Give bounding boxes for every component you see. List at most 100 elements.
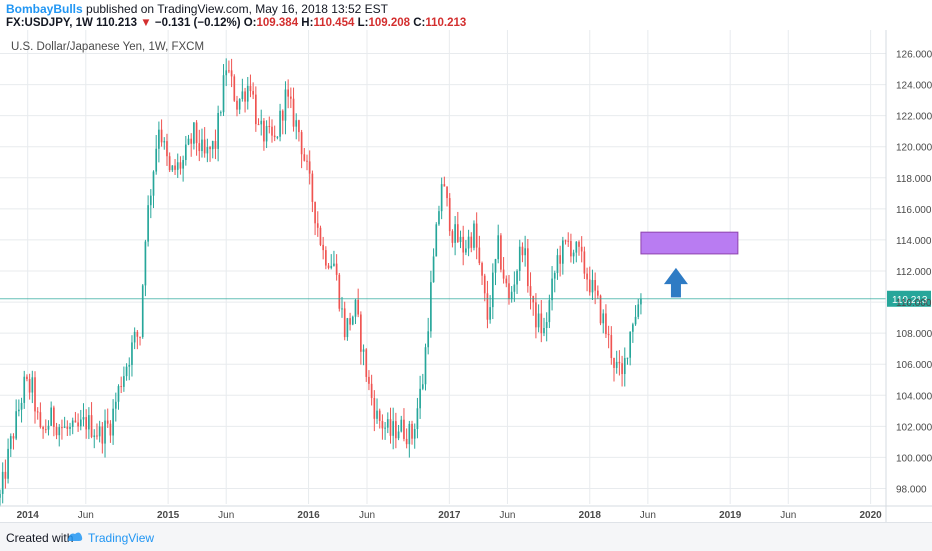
candle-body [233, 76, 236, 101]
candle-body [104, 420, 106, 444]
candle-body [421, 384, 424, 389]
overlay-layer: 110.213 [0, 231, 931, 307]
up-arrow-icon [663, 267, 688, 298]
candle-body [365, 349, 368, 377]
candle-body [427, 331, 430, 348]
candle-body [206, 147, 209, 154]
candle-body [497, 235, 500, 260]
candle-body [403, 419, 405, 439]
y-tick-label: 126.000 [896, 50, 932, 61]
candle-body [222, 75, 225, 113]
y-tick-label: 104.000 [896, 391, 932, 402]
candle-body [303, 154, 306, 161]
x-tick-label: Jun [499, 510, 515, 521]
candle-body [351, 316, 354, 325]
candle-body [219, 112, 222, 114]
candle-body [349, 318, 351, 325]
candle-body [438, 211, 440, 225]
candle-body [543, 327, 545, 334]
candle-body [98, 426, 101, 437]
candle-body [467, 236, 470, 249]
x-tick-label: Jun [78, 510, 94, 521]
candle-body [31, 377, 34, 393]
chart-background [0, 30, 932, 522]
candle-body [128, 364, 131, 367]
candle-body [101, 426, 104, 444]
y-tick-label: 118.000 [896, 174, 932, 185]
y-tick-label: 106.000 [896, 360, 932, 371]
candle-body [69, 426, 71, 429]
candle-body [260, 120, 263, 125]
x-tick-label: 2014 [17, 510, 40, 521]
y-tick-label: 108.000 [896, 329, 932, 340]
close-value: 110.213 [425, 17, 467, 29]
candle-body [510, 291, 513, 299]
footer-bar: Created with TradingView [0, 522, 932, 551]
candle-body [141, 285, 144, 337]
candle-body [376, 410, 378, 419]
close-label: C: [413, 17, 426, 29]
candle-body [287, 89, 289, 97]
open-label: O: [243, 17, 257, 29]
publication-line: BombayBulls published on TradingView.com… [6, 2, 388, 16]
candle-body [368, 376, 370, 384]
candle-body [7, 448, 9, 479]
target-zone-box [640, 231, 739, 255]
chart-area[interactable]: 110.213 126.000 124.000 122.000 120.000 118.… [0, 30, 932, 522]
candle-body [190, 138, 193, 144]
candle-body [211, 141, 214, 150]
candle-body [556, 255, 559, 273]
tradingview-logo-icon[interactable] [66, 529, 84, 546]
candle-body [362, 349, 365, 352]
candle-body [61, 427, 63, 429]
candle-body [257, 124, 260, 126]
candle-body [465, 248, 467, 253]
y-tick-label: 120.000 [896, 143, 932, 154]
candle-body [28, 379, 31, 393]
candle-body [343, 308, 346, 338]
author-link[interactable]: BombayBulls [6, 2, 83, 16]
symbol-line: FX:USDJPY, 1W 110.213 ▼ −0.131 (−0.12%) … [6, 16, 466, 30]
candle-body [578, 241, 580, 247]
candle-body [133, 331, 136, 343]
chart-header: BombayBulls published on TradingView.com… [0, 0, 932, 30]
candle-body [131, 342, 133, 365]
candle-body [537, 313, 540, 328]
candle-body [228, 70, 230, 72]
candle-body [634, 316, 637, 325]
last-price-label: 110.213 [892, 295, 928, 306]
candle-body [535, 302, 537, 328]
candle-body [292, 98, 295, 127]
candle-body [23, 376, 26, 403]
candle-body [93, 435, 96, 437]
candle-body [77, 422, 79, 427]
candle-body [281, 110, 284, 121]
candle-body [66, 426, 69, 429]
candle-body [446, 186, 448, 199]
candle-body [152, 171, 155, 196]
candle-body [489, 307, 491, 320]
candle-body [395, 421, 397, 439]
candle-body [123, 376, 125, 387]
candle-body [419, 388, 421, 409]
candle-body [85, 417, 88, 430]
candle-body [34, 377, 36, 412]
price-chart[interactable]: 110.213 126.000 124.000 122.000 120.000 118.… [0, 30, 932, 522]
candle-body [298, 120, 300, 133]
candle-body [400, 419, 403, 432]
candle-body [483, 275, 486, 294]
candle-body [397, 431, 400, 439]
candle-body [174, 165, 176, 170]
symbol-label: FX:USDJPY, 1W [6, 17, 93, 29]
candle-body [505, 278, 508, 284]
candle-body [440, 184, 443, 212]
x-tick-label: 2019 [719, 510, 742, 521]
candle-body [454, 224, 456, 243]
candle-body [591, 280, 594, 293]
candle-body [545, 322, 548, 328]
candle-body [378, 410, 381, 421]
candle-body [572, 252, 575, 257]
published-text: published on TradingView.com, May 16, 20… [86, 2, 388, 16]
tradingview-brand-link[interactable]: TradingView [88, 531, 155, 545]
open-value: 109.384 [256, 17, 299, 29]
